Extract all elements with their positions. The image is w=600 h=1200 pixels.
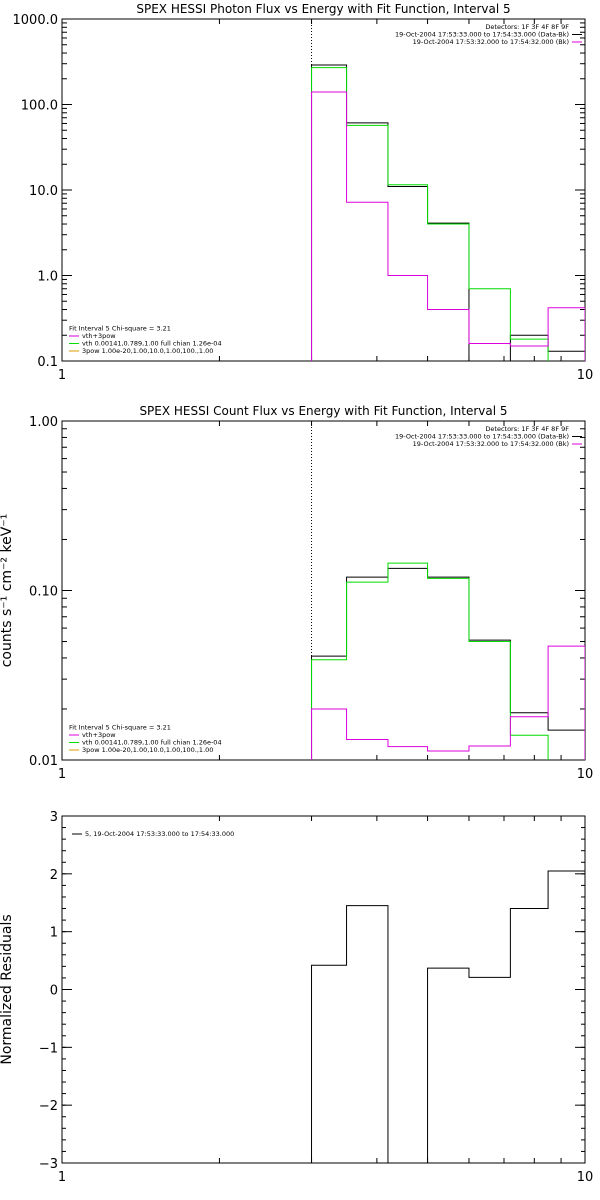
legend-entry: 3pow 1.00e-20,1.00,10.0,1.00,100.,1.00 xyxy=(82,746,213,754)
series-2 xyxy=(311,67,549,361)
legend-bottom-left: Fit Interval 5 Chi-square = 3.21vth+3pow… xyxy=(69,724,222,754)
y-tick-label: 2 xyxy=(50,868,58,883)
chart-panel-2: SPEX HESSI Count Flux vs Energy with Fit… xyxy=(0,404,593,782)
plot-frame xyxy=(61,815,586,1164)
legend-entry: Fit Interval 5 Chi-square = 3.21 xyxy=(69,325,171,333)
legend-entry: 19-Oct-2004 17:53:33.000 to 17:54:33.000… xyxy=(395,31,569,39)
y-tick-label: −1 xyxy=(39,1041,58,1056)
x-tick-label: 1 xyxy=(58,1170,66,1185)
x-tick-label: 1 xyxy=(58,368,66,383)
y-tick-label: 0 xyxy=(50,984,58,999)
y-tick-label: 1.0 xyxy=(37,270,58,285)
series-line xyxy=(311,562,549,760)
series-3 xyxy=(311,645,585,760)
legend-entry: vth 0.00141,0.789,1.00 full chian 1.26e-… xyxy=(82,340,222,348)
legend-entry: vth+3pow xyxy=(82,731,116,739)
chart-panel-3: Normalized Residuals 1 10 −3 −2 −1 0 1 2 3 5, 19-O… xyxy=(0,810,593,1185)
y-tick-label: 0.10 xyxy=(29,585,58,600)
x-tick-label: 10 xyxy=(577,368,594,383)
legend-entry: 5, 19-Oct-2004 17:53:33.000 to 17:54:33.… xyxy=(85,830,234,838)
series-line xyxy=(311,91,585,361)
x-tick-label: 10 xyxy=(577,767,594,782)
series-line xyxy=(311,645,585,760)
chart-title: SPEX HESSI Photon Flux vs Energy with Fi… xyxy=(136,2,510,16)
y-tick-label: 0.01 xyxy=(29,754,58,769)
legend-entry: vth+3pow xyxy=(82,332,116,340)
legend-entry: 19-Oct-2004 17:53:33.000 to 17:54:33.000… xyxy=(395,433,569,441)
legend-entry: 3pow 1.00e-20,1.00,10.0,1.00,100.,1.00 xyxy=(82,347,213,355)
chart-title: SPEX HESSI Count Flux vs Energy with Fit… xyxy=(139,404,507,418)
y-tick-label: 100.0 xyxy=(21,99,58,114)
plot-frame xyxy=(61,18,586,362)
legend-entry: Detectors: 1F 3F 4F 8F 9F xyxy=(485,425,569,433)
series-1 xyxy=(311,870,585,1163)
y-axis-label: counts s⁻¹ cm⁻² keV⁻¹ xyxy=(0,514,15,668)
legend-entry: 19-Oct-2004 17:53:32.000 to 17:54:32.000… xyxy=(413,38,569,46)
series-line xyxy=(311,870,585,1163)
legend-entry: Fit Interval 5 Chi-square = 3.21 xyxy=(69,724,171,732)
legend-entry: Detectors: 1F 3F 4F 8F 9F xyxy=(485,23,569,31)
x-tick-label: 1 xyxy=(58,767,66,782)
legend-bottom-left: Fit Interval 5 Chi-square = 3.21vth+3pow… xyxy=(69,325,222,355)
y-axis-label: Normalized Residuals xyxy=(0,914,15,1064)
series-2 xyxy=(311,562,549,760)
y-tick-label: 1.00 xyxy=(29,415,58,430)
y-tick-label: −2 xyxy=(39,1099,58,1114)
y-tick-label: 3 xyxy=(50,810,58,825)
series-line xyxy=(311,64,585,361)
series-3 xyxy=(311,91,585,361)
series-line xyxy=(311,67,549,361)
y-tick-label: 10.0 xyxy=(29,184,58,199)
y-tick-label: 1 xyxy=(50,926,58,941)
chart-panel-1: SPEX HESSI Photon Flux vs Energy with Fi… xyxy=(13,2,594,383)
y-tick-label: 0.1 xyxy=(37,355,58,370)
legend-entry: vth 0.00141,0.789,1.00 full chian 1.26e-… xyxy=(82,739,222,747)
legend-entry: 19-Oct-2004 17:53:32.000 to 17:54:32.000… xyxy=(413,440,569,448)
series-1 xyxy=(311,64,585,361)
y-tick-label: 1000.0 xyxy=(13,13,59,28)
legend-top-left: 5, 19-Oct-2004 17:53:33.000 to 17:54:33.… xyxy=(72,830,234,838)
x-tick-label: 10 xyxy=(577,1170,594,1185)
y-tick-label: −3 xyxy=(39,1157,58,1172)
